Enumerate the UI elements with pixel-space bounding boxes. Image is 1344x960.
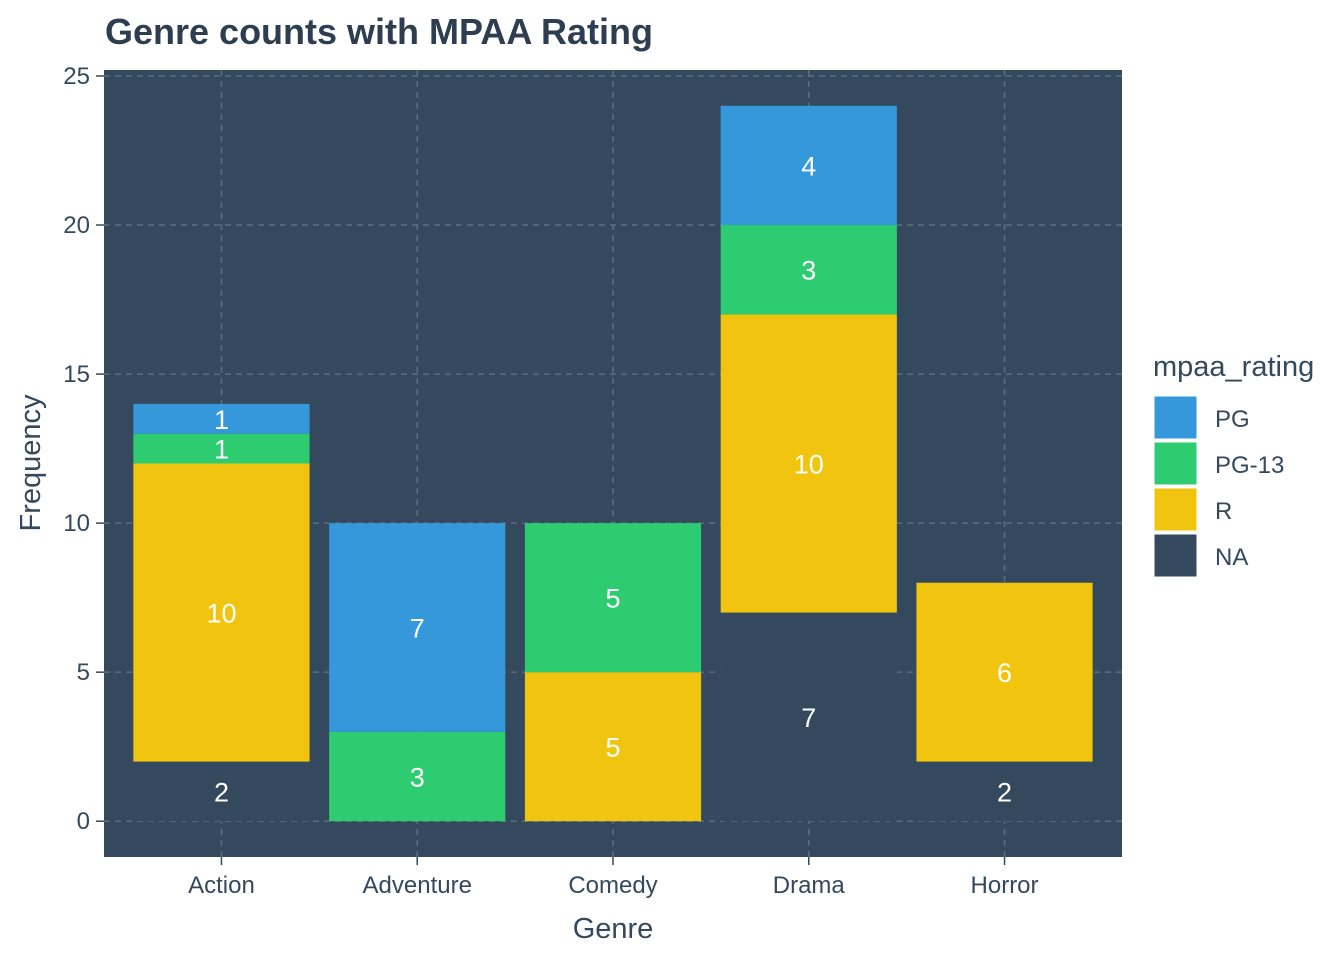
bar-segment bbox=[720, 612, 897, 822]
legend-swatch bbox=[1153, 441, 1198, 486]
x-axis-ticks: Action Adventure Comedy Drama Horror bbox=[188, 857, 1039, 899]
legend-swatch bbox=[1153, 395, 1198, 440]
bar-value-labels: 2 10 11 3 7 5 5 7 10 3 4 2 6 bbox=[206, 151, 1012, 807]
bar-value-label: 2 bbox=[997, 777, 1012, 807]
bar-value-label: 7 bbox=[801, 703, 816, 733]
bar-value-label: 4 bbox=[801, 151, 816, 181]
legend-label: NA bbox=[1215, 544, 1248, 571]
y-axis-ticks: 0 5 10 15 20 25 bbox=[63, 63, 104, 835]
bar-segment bbox=[916, 761, 1093, 822]
bar-segment bbox=[133, 433, 310, 464]
y-tick-label: 20 bbox=[63, 212, 90, 239]
legend: mpaa_rating PG PG-13 R NA bbox=[1153, 351, 1314, 578]
bar-value-label: 1 bbox=[214, 405, 229, 435]
x-tick-label: Comedy bbox=[568, 872, 657, 899]
x-tick-label: Horror bbox=[971, 872, 1039, 899]
y-tick-label: 25 bbox=[63, 63, 90, 90]
y-tick-label: 15 bbox=[63, 361, 90, 388]
bars bbox=[133, 105, 1093, 822]
bar-value-label: 10 bbox=[206, 599, 236, 629]
bar-segment bbox=[524, 672, 702, 822]
bar-value-label: 10 bbox=[794, 450, 824, 480]
legend-label: PG bbox=[1215, 406, 1250, 433]
bar-value-label: 3 bbox=[801, 256, 816, 286]
bar-segment bbox=[720, 105, 897, 226]
y-tick-label: 0 bbox=[77, 808, 90, 835]
chart-title: Genre counts with MPAA Rating bbox=[105, 11, 653, 52]
legend-title: mpaa_rating bbox=[1153, 351, 1314, 383]
bar-value-label: 1 bbox=[214, 435, 229, 465]
bar-segment bbox=[916, 582, 1093, 762]
x-tick-label: Drama bbox=[773, 872, 846, 899]
bar-value-label: 7 bbox=[410, 613, 425, 643]
bar-segment bbox=[329, 523, 506, 732]
x-tick-label: Adventure bbox=[363, 872, 472, 899]
y-axis-title: Frequency bbox=[15, 394, 47, 532]
bar-value-label: 6 bbox=[997, 658, 1012, 688]
x-axis-title: Genre bbox=[573, 913, 654, 945]
y-tick-label: 5 bbox=[77, 659, 90, 686]
legend-label: R bbox=[1215, 498, 1232, 525]
legend-label: PG-13 bbox=[1215, 452, 1284, 479]
bar-value-label: 5 bbox=[605, 584, 620, 614]
y-tick-label: 10 bbox=[63, 510, 90, 537]
bar-value-label: 5 bbox=[605, 733, 620, 763]
bar-segment bbox=[133, 463, 310, 762]
bar-segment bbox=[720, 314, 897, 613]
x-tick-label: Action bbox=[188, 872, 255, 899]
bar-segment bbox=[524, 523, 702, 673]
bar-segment bbox=[133, 403, 310, 434]
bar-value-label: 3 bbox=[410, 763, 425, 793]
legend-swatch bbox=[1153, 487, 1198, 532]
bar-segment bbox=[133, 761, 310, 822]
bar-segment bbox=[329, 731, 506, 822]
legend-swatch bbox=[1153, 533, 1198, 578]
bar-segment bbox=[720, 225, 897, 315]
bar-value-label: 2 bbox=[214, 777, 229, 807]
